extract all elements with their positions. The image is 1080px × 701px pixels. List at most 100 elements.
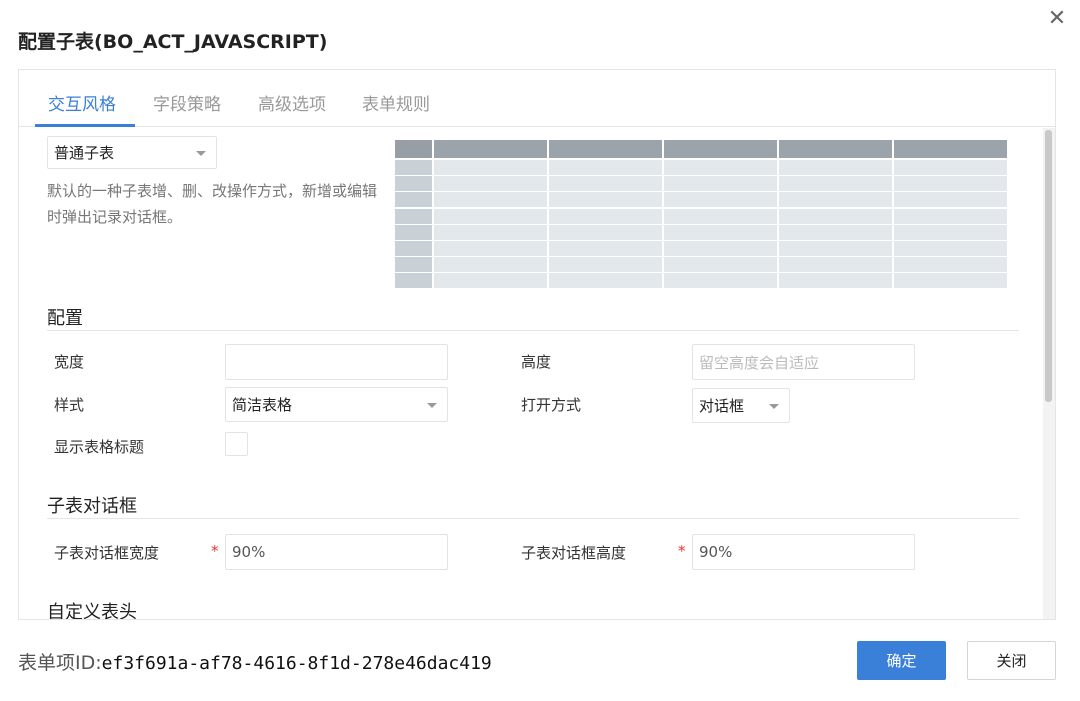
- preview-cell: [549, 208, 662, 224]
- scrollbar[interactable]: [1043, 128, 1055, 619]
- preview-header-cell: [549, 140, 662, 158]
- divider: [47, 330, 1019, 331]
- preview-cell: [395, 241, 432, 256]
- tab-field-strategy[interactable]: 字段策略: [153, 95, 221, 115]
- dialog-height-value: 90%: [699, 543, 733, 561]
- required-mark: *: [211, 542, 219, 560]
- preview-cell: [549, 160, 662, 175]
- preview-cell: [395, 160, 432, 175]
- preview-cell: [434, 257, 547, 273]
- preview-cell: [395, 208, 432, 224]
- preview-cell: [549, 224, 662, 240]
- preview-cell: [434, 176, 547, 192]
- tab-advanced-options[interactable]: 高级选项: [258, 95, 326, 115]
- preview-cell: [894, 224, 1007, 240]
- preview-cell: [664, 192, 777, 208]
- tab-bar: 交互风格 字段策略 高级选项 表单规则: [19, 70, 1055, 127]
- preview-cell: [664, 208, 777, 224]
- preview-cell: [779, 176, 892, 192]
- preview-cell: [549, 192, 662, 208]
- preview-cell: [434, 208, 547, 224]
- preview-cell: [434, 241, 547, 256]
- active-tab-indicator: [35, 124, 135, 127]
- preview-cell: [779, 160, 892, 175]
- dialog-height-label: 子表对话框高度: [521, 544, 627, 562]
- form-item-id-value: ef3f691a-af78-4616-8f1d-278e46dac419: [101, 653, 492, 674]
- height-label: 高度: [521, 353, 552, 371]
- show-title-label: 显示表格标题: [54, 438, 145, 456]
- preview-cell: [395, 257, 432, 273]
- preview-cell: [894, 176, 1007, 192]
- preview-cell: [549, 257, 662, 273]
- section-title-config: 配置: [47, 308, 83, 329]
- preview-cell: [664, 241, 777, 256]
- preview-cell: [395, 192, 432, 208]
- confirm-button[interactable]: 确定: [857, 641, 946, 680]
- chevron-down-icon: [196, 150, 206, 156]
- preview-header-cell: [779, 140, 892, 158]
- dialog-width-label: 子表对话框宽度: [54, 544, 160, 562]
- preview-cell: [434, 273, 547, 289]
- preview-cell: [894, 208, 1007, 224]
- dialog-height-input[interactable]: 90%: [692, 534, 915, 570]
- preview-cell: [434, 160, 547, 175]
- close-button[interactable]: 关闭: [967, 641, 1056, 680]
- preview-cell: [549, 176, 662, 192]
- style-label: 样式: [54, 396, 85, 414]
- preview-header-cell: [664, 140, 777, 158]
- height-placeholder: 留空高度会自适应: [699, 353, 820, 372]
- preview-cell: [664, 160, 777, 175]
- open-mode-select[interactable]: 对话框: [692, 388, 790, 423]
- preview-cell: [779, 192, 892, 208]
- style-select[interactable]: 简洁表格: [225, 387, 448, 422]
- preview-cell: [395, 176, 432, 192]
- preview-cell: [549, 273, 662, 289]
- section-title-subtable-dialog: 子表对话框: [47, 496, 137, 517]
- form-item-id-label: 表单项ID:: [18, 652, 102, 674]
- open-mode-label: 打开方式: [521, 396, 582, 414]
- preview-cell: [395, 273, 432, 289]
- close-icon[interactable]: ✕: [1047, 6, 1067, 31]
- config-panel: 交互风格 字段策略 高级选项 表单规则 普通子表 默认的一种子表增、删、改操作方…: [18, 69, 1056, 620]
- preview-cell: [894, 273, 1007, 289]
- dialog-width-value: 90%: [232, 543, 266, 561]
- preview-header-cell: [894, 140, 1007, 158]
- section-title-custom-header: 自定义表头: [47, 602, 137, 620]
- preview-cell: [664, 176, 777, 192]
- scrollbar-thumb[interactable]: [1045, 130, 1052, 402]
- width-input[interactable]: [225, 344, 448, 380]
- form-item-id: 表单项ID:ef3f691a-af78-4616-8f1d-278e46dac4…: [18, 648, 492, 675]
- preview-cell: [434, 192, 547, 208]
- width-label: 宽度: [54, 353, 85, 371]
- chevron-down-icon: [427, 402, 437, 408]
- preview-cell: [779, 224, 892, 240]
- preview-cell: [664, 257, 777, 273]
- preview-cell: [779, 241, 892, 256]
- preview-cell: [779, 208, 892, 224]
- preview-cell: [434, 224, 547, 240]
- open-mode-value: 对话框: [699, 397, 745, 415]
- divider: [47, 518, 1019, 519]
- subtable-type-description: 默认的一种子表增、删、改操作方式，新增或编辑时弹出记录对话框。: [47, 182, 378, 226]
- preview-header-cell: [395, 140, 432, 158]
- preview-cell: [664, 224, 777, 240]
- required-mark: *: [678, 542, 686, 560]
- dialog-width-input[interactable]: 90%: [225, 534, 448, 570]
- preview-cell: [549, 241, 662, 256]
- preview-cell: [779, 257, 892, 273]
- dialog-title: 配置子表(BO_ACT_JAVASCRIPT): [18, 31, 328, 53]
- preview-cell: [395, 224, 432, 240]
- subtable-type-select[interactable]: 普通子表: [47, 136, 217, 169]
- height-input[interactable]: 留空高度会自适应: [692, 344, 915, 380]
- preview-cell: [779, 273, 892, 289]
- tab-form-rules[interactable]: 表单规则: [362, 95, 430, 115]
- preview-cell: [664, 273, 777, 289]
- show-title-checkbox[interactable]: [225, 432, 248, 456]
- preview-cell: [894, 241, 1007, 256]
- preview-cell: [894, 160, 1007, 175]
- preview-cell: [894, 257, 1007, 273]
- chevron-down-icon: [769, 403, 779, 409]
- tab-interaction-style[interactable]: 交互风格: [48, 95, 116, 115]
- subtable-type-value: 普通子表: [54, 144, 115, 162]
- preview-header-cell: [434, 140, 547, 158]
